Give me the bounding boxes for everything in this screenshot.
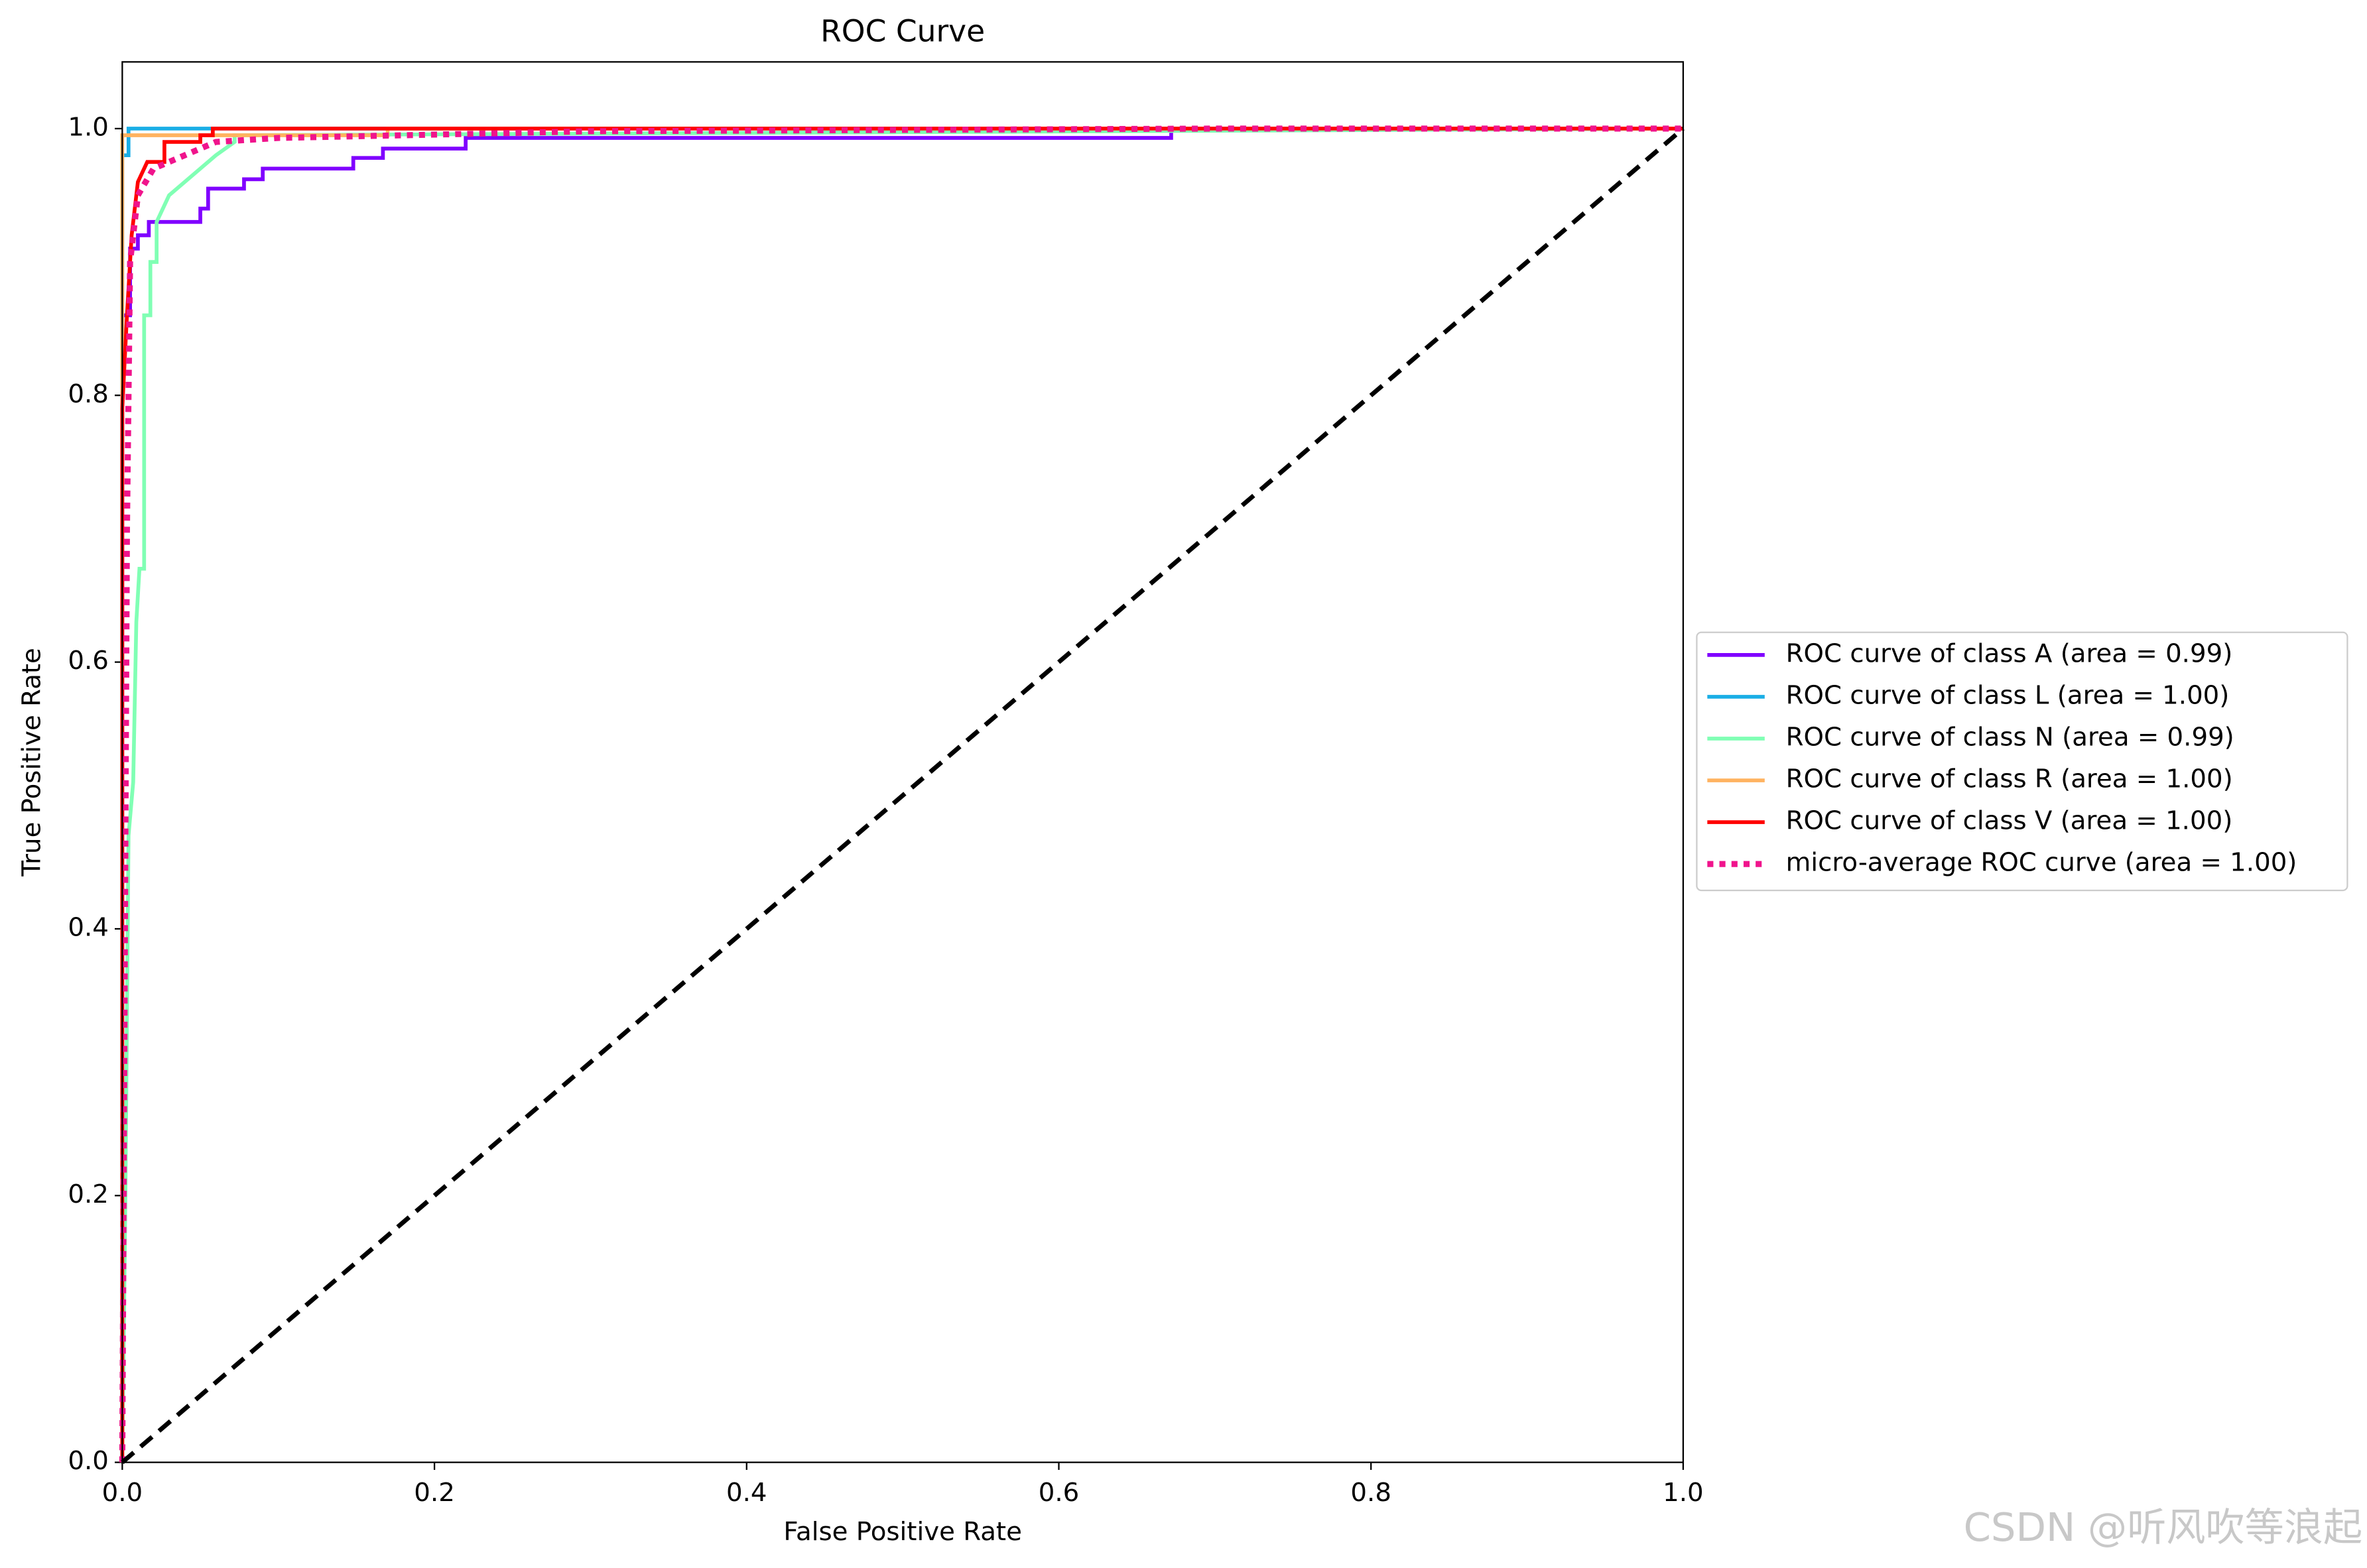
roc-line: [120, 127, 1683, 1463]
x-tick-label: 0.0: [102, 1478, 143, 1508]
legend-label: micro-average ROC curve (area = 1.00): [1786, 848, 2297, 878]
y-tick-label: 0.8: [68, 379, 109, 409]
legend-label: ROC curve of class A (area = 0.99): [1786, 638, 2233, 668]
y-tick-label: 0.0: [68, 1446, 109, 1476]
y-tick-label: 0.2: [68, 1179, 109, 1209]
watermark: CSDN @听风吹等浪起: [1964, 1504, 2363, 1550]
x-tick-label: 1.0: [1663, 1478, 1704, 1508]
legend-label: ROC curve of class N (area = 0.99): [1786, 722, 2234, 752]
legend-label: ROC curve of class L (area = 1.00): [1786, 680, 2230, 710]
legend-box: [1696, 631, 2348, 892]
x-tick-label: 0.4: [726, 1478, 767, 1508]
y-tick-label: 0.6: [68, 646, 109, 676]
legend-label: ROC curve of class R (area = 1.00): [1786, 764, 2233, 794]
y-tick-label: 0.4: [68, 912, 109, 942]
x-tick-label: 0.8: [1350, 1478, 1391, 1508]
x-axis-label: False Positive Rate: [783, 1517, 1022, 1547]
y-axis-label: True Positive Rate: [17, 648, 47, 877]
y-tick-label: 1.0: [68, 112, 109, 142]
reference-line: [121, 127, 1685, 1465]
plot-frame: [121, 61, 1685, 1463]
legend-label: ROC curve of class V (area = 1.00): [1786, 806, 2233, 836]
roc-line: [119, 125, 1683, 1463]
x-tick-label: 0.2: [414, 1478, 455, 1508]
x-tick-label: 0.6: [1039, 1478, 1080, 1508]
chart-title: ROC Curve: [820, 14, 985, 49]
roc-line: [120, 127, 1683, 1463]
